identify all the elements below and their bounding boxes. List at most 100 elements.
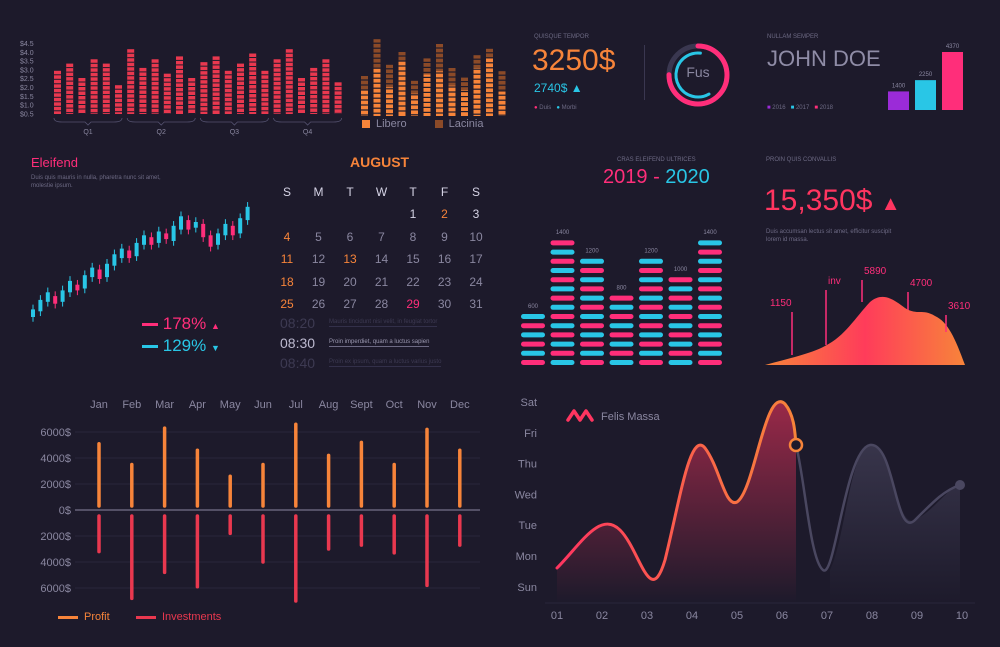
x-tick-label: 03 [641, 610, 653, 622]
divider [644, 45, 645, 100]
bar [151, 59, 159, 114]
pill-segment [580, 277, 604, 283]
bar-lower [361, 90, 368, 116]
calendar-day[interactable]: 8 [409, 229, 417, 244]
calendar-day[interactable]: 14 [374, 252, 389, 266]
calendar-day[interactable]: 16 [437, 252, 452, 266]
calendar-day[interactable]: 9 [441, 229, 448, 244]
bar [334, 82, 342, 114]
calendar-day[interactable]: 18 [280, 274, 294, 289]
pill-segment [550, 258, 575, 264]
bar [237, 63, 244, 114]
x-tick-label: Mar [155, 399, 174, 411]
bar [66, 63, 74, 114]
calendar-day[interactable]: 19 [311, 274, 326, 289]
pill-segment [698, 314, 722, 319]
calendar-day[interactable]: 27 [343, 297, 357, 311]
schedule-row[interactable]: 08:20 Mauris tincidunt nisi velit, in feu… [280, 315, 490, 331]
calendar-day[interactable]: 21 [374, 274, 389, 289]
x-tick-label: Jun [254, 399, 272, 411]
area-chart: 1150 inv 5890 4700 3610 [765, 266, 971, 365]
pill-bar-label: 1200 [644, 249, 658, 255]
candle-body [68, 280, 72, 293]
bar [90, 59, 98, 114]
peak-label: 1150 [770, 298, 792, 309]
candle-body [134, 242, 139, 257]
calendar-day[interactable]: 31 [469, 297, 483, 311]
calendar-day[interactable]: 17 [469, 252, 483, 266]
calendar-day[interactable]: 26 [311, 297, 326, 311]
calendar-day[interactable]: 3 [472, 207, 480, 221]
x-tick-label: May [220, 399, 241, 411]
pill-segment [698, 360, 722, 365]
x-tick-label: 02 [596, 610, 608, 622]
x-tick-label: 07 [821, 610, 833, 622]
calendar-day[interactable]: 4 [283, 229, 291, 244]
pill-segment [580, 323, 604, 329]
bar-lower [461, 90, 468, 116]
bar-lower [373, 68, 381, 116]
pill-segment [550, 360, 575, 365]
legend-label: Profit [84, 611, 110, 623]
pill-segment [521, 350, 545, 356]
kpi1-legend: ● Duis ● Morbi [534, 105, 577, 111]
year-bar [915, 80, 936, 110]
pill-segment [580, 314, 604, 319]
calendar-day[interactable]: 23 [437, 274, 452, 289]
legend-label: 2016 [772, 105, 786, 111]
schedule-note: Mauris tincidunt nisi velit, in feugiat … [329, 319, 438, 327]
calendar-day[interactable]: 11 [280, 252, 294, 266]
calendar-day[interactable]: 6 [346, 229, 354, 244]
calendar-day[interactable]: 28 [374, 297, 389, 311]
calendar-day[interactable]: 24 [469, 274, 483, 289]
calendar-day[interactable]: 5 [315, 229, 322, 244]
calendar-day[interactable]: 2 [441, 207, 448, 221]
schedule-row[interactable]: 08:30 Proin imperdiet, quam a luctus sapi… [280, 335, 490, 351]
calendar-day[interactable]: 12 [311, 252, 326, 266]
weekday-label: M [313, 185, 324, 199]
pct-down: 129% ▼ [142, 336, 220, 356]
pill-segment [521, 341, 545, 347]
year-bar-chart: 1400 2250 4370 [888, 44, 963, 110]
bar-upper [398, 52, 406, 62]
pill-segment [639, 268, 663, 273]
arrow-up-icon: ▲ [880, 193, 901, 215]
bar [115, 85, 122, 114]
pill-segment [580, 360, 604, 365]
candle-body [38, 299, 43, 312]
quarter-label: Q2 [157, 129, 166, 136]
calendar-day[interactable]: 25 [280, 297, 294, 311]
candle-title: Eleifend [31, 155, 78, 170]
calendar-day[interactable]: 13 [343, 252, 357, 266]
x-tick-label: Apr [189, 399, 206, 411]
pill-segment [521, 360, 545, 365]
area-fill [765, 296, 965, 365]
candle-desc: Duis quis mauris in nulla, pharetra nunc… [31, 175, 161, 189]
calendar-day[interactable]: 30 [437, 297, 452, 311]
calendar-day[interactable]: 15 [406, 252, 420, 266]
calendar-day[interactable]: 20 [343, 274, 357, 289]
pill-segment [639, 295, 663, 301]
pill-bar-label: 1000 [674, 267, 688, 273]
calendar-day[interactable]: 22 [406, 274, 420, 289]
candle-body [223, 223, 228, 236]
pill-segment [698, 350, 722, 356]
pill-segment [668, 341, 693, 347]
pill-segment [521, 332, 545, 338]
wave-chart-logo-icon [566, 409, 594, 422]
calendar-day[interactable]: 29 [406, 297, 420, 311]
pill-segment [550, 277, 575, 283]
year-a: 2019 [603, 166, 648, 188]
y-tick-label: Tue [518, 520, 537, 532]
schedule-row[interactable]: 08:40 Proin ex ipsum, quam a luctus variu… [280, 355, 490, 371]
y-tick-label: $3.0 [20, 67, 34, 74]
kpi2-label: NULLAM SEMPER [767, 34, 819, 40]
calendar-day[interactable]: 7 [378, 229, 385, 244]
bar-upper [498, 71, 506, 92]
calendar-day[interactable]: 10 [469, 229, 483, 244]
calendar-day[interactable]: 1 [409, 207, 417, 221]
candle-body [90, 267, 95, 278]
pill-segment [550, 249, 575, 255]
pill-bar-label: 1400 [556, 230, 570, 236]
bar-lower [423, 74, 431, 116]
